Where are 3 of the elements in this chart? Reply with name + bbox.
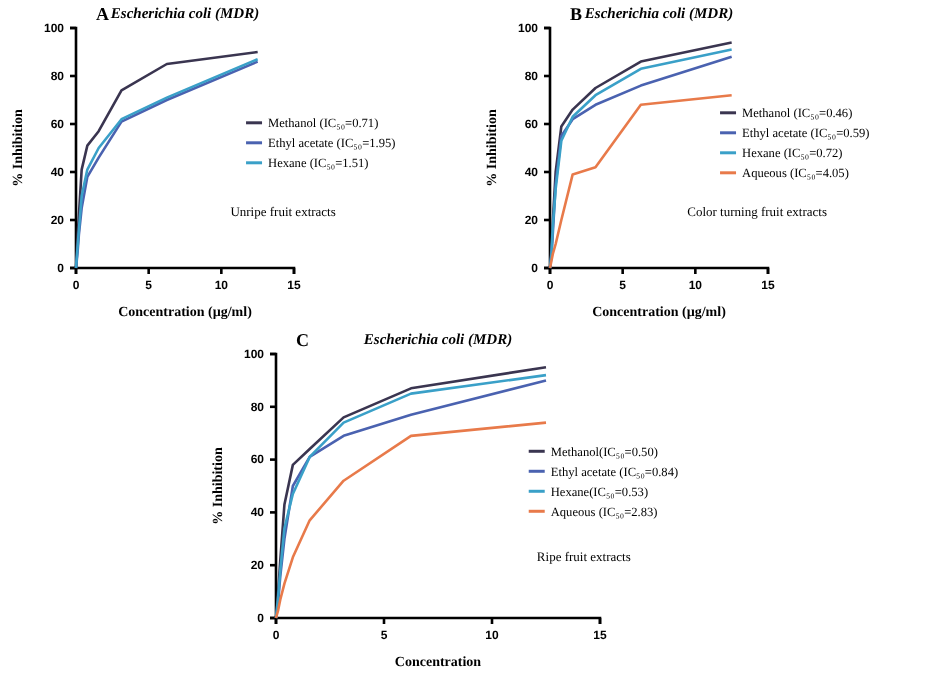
text: A [96,4,110,24]
text: B [570,4,583,24]
text: C [296,330,309,350]
